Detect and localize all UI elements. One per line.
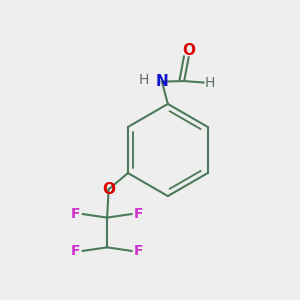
Text: H: H bbox=[204, 76, 214, 89]
Text: N: N bbox=[155, 74, 168, 89]
Text: H: H bbox=[138, 73, 148, 87]
Text: F: F bbox=[134, 244, 144, 258]
Text: O: O bbox=[102, 182, 115, 197]
Text: O: O bbox=[182, 43, 195, 58]
Text: F: F bbox=[70, 207, 80, 221]
Text: F: F bbox=[70, 244, 80, 258]
Text: F: F bbox=[134, 207, 144, 221]
